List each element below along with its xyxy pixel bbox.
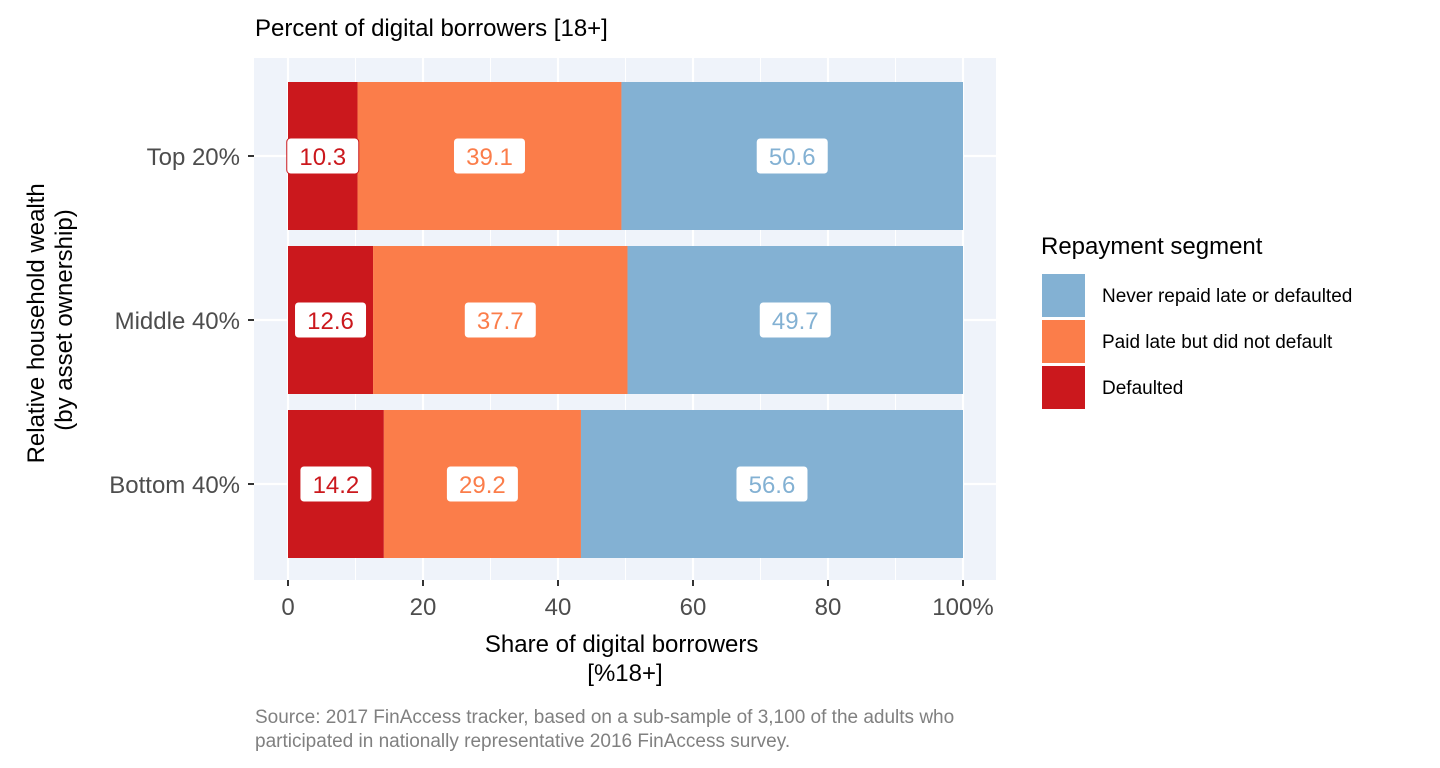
x-axis-title: Share of digital borrowers [%18+] xyxy=(485,631,765,687)
legend-items: Never repaid late or defaulted Paid late … xyxy=(1042,274,1352,409)
x-tick-label: 80 xyxy=(815,594,842,621)
data-label-box xyxy=(299,465,373,503)
legend-label: Never repaid late or defaulted xyxy=(1102,286,1352,307)
legend-label: Defaulted xyxy=(1102,378,1183,399)
data-label-box xyxy=(294,301,368,339)
data-label: 56.6 xyxy=(749,472,796,499)
x-axis: 0 20 40 60 80 100% xyxy=(281,580,994,621)
y-tick-label: Top 20% xyxy=(147,144,240,171)
caption: Source: 2017 FinAccess tracker, based on… xyxy=(255,707,959,752)
caption-line-2: participated in nationally representativ… xyxy=(255,731,790,752)
chart-title: Percent of digital borrowers [18+] xyxy=(255,15,608,42)
x-tick-label: 0 xyxy=(281,594,294,621)
y-axis: Top 20% Middle 40% Bottom 40% xyxy=(109,144,254,499)
data-label: 39.1 xyxy=(466,144,513,171)
data-label: 49.7 xyxy=(772,308,819,335)
data-label: 12.6 xyxy=(307,308,354,335)
data-label-box xyxy=(452,137,526,175)
data-label-box xyxy=(735,465,809,503)
data-label: 29.2 xyxy=(459,472,506,499)
x-tick-label: 20 xyxy=(410,594,437,621)
legend-title: Repayment segment xyxy=(1041,233,1263,260)
caption-line-1: Source: 2017 FinAccess tracker, based on… xyxy=(255,707,954,728)
y-tick-label: Middle 40% xyxy=(115,308,240,335)
legend: Repayment segment Never repaid late or d… xyxy=(1041,233,1352,409)
data-label: 10.3 xyxy=(299,144,346,171)
data-label: 14.2 xyxy=(313,472,360,499)
y-axis-title-line-1: Relative household wealth xyxy=(23,183,50,463)
x-axis-title-line-2: [%18+] xyxy=(587,660,662,687)
legend-swatch xyxy=(1042,366,1085,409)
data-label: 50.6 xyxy=(769,144,816,171)
data-label-box xyxy=(286,137,360,175)
data-label: 37.7 xyxy=(477,308,524,335)
x-axis-title-line-1: Share of digital borrowers xyxy=(485,631,758,658)
data-label-box xyxy=(445,465,519,503)
x-tick-label: 40 xyxy=(545,594,572,621)
data-label-box xyxy=(758,301,832,339)
data-label-box xyxy=(463,301,537,339)
legend-swatch xyxy=(1042,274,1085,317)
bars xyxy=(288,82,963,558)
data-label-box xyxy=(755,137,829,175)
legend-label: Paid late but did not default xyxy=(1102,332,1333,353)
data-labels: 10.3 39.1 50.6 12.6 37.7 49.7 14.2 29.2 56.6 xyxy=(286,137,832,503)
x-tick-label: 100% xyxy=(932,594,993,621)
legend-swatch xyxy=(1042,320,1085,363)
y-axis-title-line-2: (by asset ownership) xyxy=(51,209,78,430)
y-tick-label: Bottom 40% xyxy=(109,472,240,499)
x-tick-label: 60 xyxy=(680,594,707,621)
y-axis-title: Relative household wealth (by asset owne… xyxy=(23,177,78,464)
